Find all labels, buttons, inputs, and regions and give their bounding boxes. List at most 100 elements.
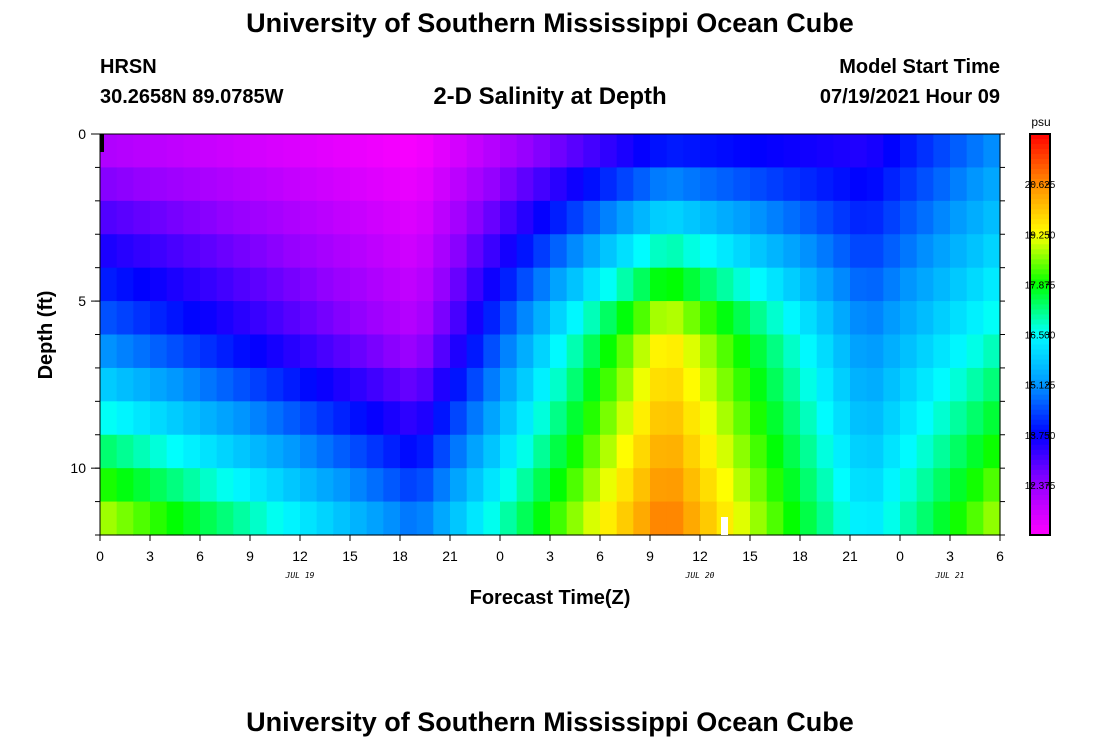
heatmap-cell	[883, 434, 901, 469]
heatmap-cell	[483, 401, 501, 436]
heatmap-cell	[316, 200, 334, 235]
heatmap-cell	[600, 501, 618, 536]
heatmap-cell	[700, 334, 718, 369]
colorbar-segment	[1030, 169, 1050, 175]
heatmap-cell	[100, 200, 118, 235]
colorbar-segment	[1030, 369, 1050, 376]
heatmap-cell	[600, 301, 618, 336]
heatmap-cell	[933, 501, 951, 536]
heatmap-cell	[600, 134, 618, 169]
heatmap-cell	[300, 367, 318, 402]
colorbar-segment	[1030, 239, 1050, 245]
colorbar-segment	[1030, 439, 1050, 446]
heatmap-cell	[350, 234, 368, 269]
colorbar-segment	[1030, 324, 1050, 331]
heatmap-cell	[216, 200, 234, 235]
heatmap-cell	[466, 334, 484, 369]
heatmap-cell	[716, 200, 734, 235]
colorbar-segment	[1030, 329, 1050, 336]
heatmap-cell	[433, 134, 451, 169]
heatmap-cell	[800, 334, 818, 369]
heatmap-cell	[133, 367, 151, 402]
heatmap-cell	[366, 501, 384, 536]
heatmap-cell	[216, 301, 234, 336]
heatmap-cell	[566, 267, 584, 302]
heatmap-cell	[533, 301, 551, 336]
heatmap-cell	[700, 301, 718, 336]
heatmap-cell	[516, 200, 534, 235]
heatmap-cell	[900, 367, 918, 402]
heatmap-cell	[883, 301, 901, 336]
heatmap-cell	[316, 334, 334, 369]
heatmap-cell	[650, 434, 668, 469]
heatmap-cell	[183, 134, 201, 169]
heatmap-cell	[966, 401, 984, 436]
heatmap-cell	[816, 501, 834, 536]
heatmap-cell	[533, 334, 551, 369]
heatmap-cell	[750, 134, 768, 169]
colorbar-segment	[1030, 284, 1050, 290]
heatmap-cell	[383, 301, 401, 336]
heatmap-cell	[316, 434, 334, 469]
x-tick-label: 3	[546, 548, 554, 564]
heatmap-cell	[433, 501, 451, 536]
heatmap-cell	[250, 367, 268, 402]
heatmap-cell	[733, 468, 751, 503]
heatmap-cell	[150, 468, 168, 503]
heatmap-cell	[566, 367, 584, 402]
heatmap-cell	[700, 167, 718, 202]
heatmap-cell	[983, 301, 1001, 336]
heatmap-cell	[916, 267, 934, 302]
colorbar-segment	[1030, 344, 1050, 351]
heatmap-cell	[433, 367, 451, 402]
heatmap-cell	[300, 468, 318, 503]
colorbar-segment	[1030, 299, 1050, 306]
colorbar-segment	[1030, 144, 1050, 150]
heatmap-cell	[950, 434, 968, 469]
heatmap-cell	[550, 167, 568, 202]
heatmap-cell	[350, 301, 368, 336]
heatmap-cell	[166, 234, 184, 269]
colorbar-segment	[1030, 259, 1050, 265]
heatmap-cell	[166, 468, 184, 503]
heatmap-cell	[433, 468, 451, 503]
heatmap-cell	[250, 501, 268, 536]
heatmap-cell	[816, 234, 834, 269]
heatmap-cell	[783, 501, 801, 536]
heatmap-cell	[183, 267, 201, 302]
x-tick-label: 0	[496, 548, 504, 564]
heatmap-cell	[783, 267, 801, 302]
heatmap-cell	[816, 468, 834, 503]
heatmap-cell	[383, 501, 401, 536]
heatmap-cell	[450, 334, 468, 369]
heatmap-cell	[333, 367, 351, 402]
heatmap-cell	[466, 468, 484, 503]
heatmap-cell	[883, 401, 901, 436]
heatmap-cell	[533, 434, 551, 469]
heatmap-cell	[950, 134, 968, 169]
heatmap-cell	[166, 334, 184, 369]
heatmap-cell	[400, 167, 418, 202]
heatmap-cell	[116, 301, 134, 336]
heatmap-cell	[583, 501, 601, 536]
heatmap-cell	[700, 434, 718, 469]
colorbar-segment	[1030, 529, 1050, 536]
heatmap-cell	[900, 234, 918, 269]
heatmap-cell	[633, 501, 651, 536]
heatmap-cell	[916, 434, 934, 469]
heatmap-cell	[516, 267, 534, 302]
heatmap-cell	[916, 200, 934, 235]
heatmap-cell	[883, 167, 901, 202]
colorbar-segment	[1030, 354, 1050, 361]
heatmap-cell	[183, 501, 201, 536]
heatmap-cell	[800, 501, 818, 536]
heatmap-cell	[833, 267, 851, 302]
colorbar-segment	[1030, 479, 1050, 486]
colorbar-unit: psu	[1031, 115, 1050, 129]
heatmap-cell	[950, 501, 968, 536]
heatmap-cell	[333, 134, 351, 169]
colorbar-segment	[1030, 194, 1050, 200]
heatmap-cell	[933, 234, 951, 269]
colorbar-segment	[1030, 254, 1050, 260]
colorbar-segment	[1030, 429, 1050, 436]
